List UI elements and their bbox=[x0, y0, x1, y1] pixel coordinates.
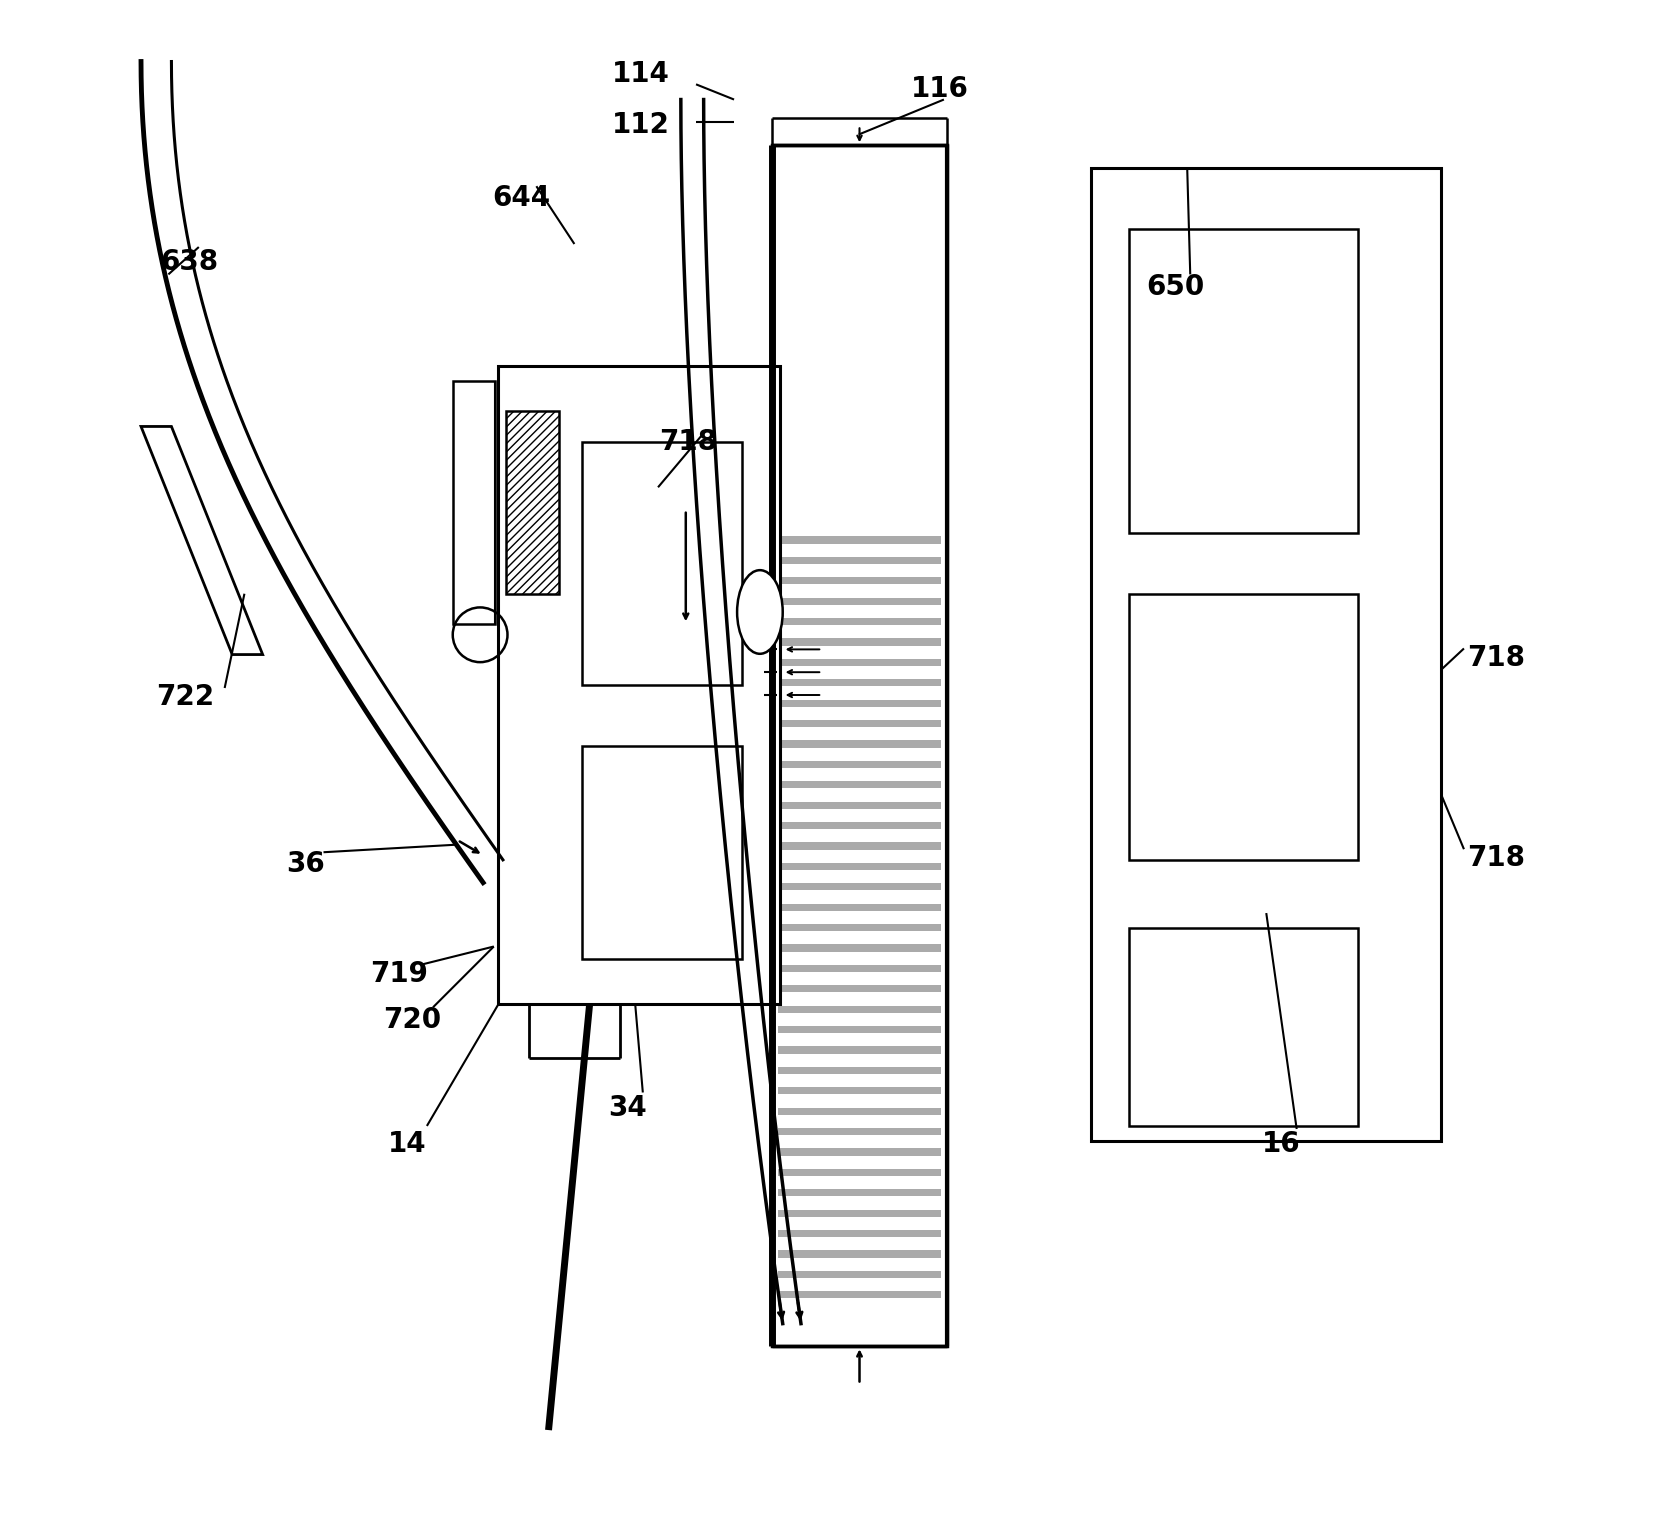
Bar bbox=[778, 536, 941, 543]
Bar bbox=[778, 557, 941, 565]
Bar bbox=[778, 1067, 941, 1075]
Text: 112: 112 bbox=[612, 111, 670, 140]
Bar bbox=[778, 700, 941, 706]
Bar bbox=[778, 883, 941, 890]
Text: 650: 650 bbox=[1146, 272, 1203, 300]
Bar bbox=[778, 842, 941, 849]
Text: 718: 718 bbox=[1467, 644, 1524, 671]
Bar bbox=[778, 1250, 941, 1257]
Bar bbox=[778, 598, 941, 604]
Text: 16: 16 bbox=[1262, 1131, 1300, 1158]
Bar bbox=[771, 145, 946, 1347]
Bar bbox=[778, 577, 941, 584]
Bar bbox=[778, 1087, 941, 1094]
Text: 644: 644 bbox=[492, 184, 549, 213]
Bar bbox=[778, 638, 941, 645]
Ellipse shape bbox=[736, 571, 783, 654]
Bar bbox=[778, 904, 941, 910]
Bar bbox=[778, 1169, 941, 1177]
Bar bbox=[778, 802, 941, 808]
Bar bbox=[778, 1108, 941, 1114]
Bar bbox=[778, 863, 941, 871]
Bar bbox=[581, 441, 741, 685]
Bar bbox=[778, 781, 941, 788]
Bar bbox=[778, 1026, 941, 1033]
Text: 638: 638 bbox=[161, 248, 218, 275]
Bar bbox=[452, 380, 496, 624]
Bar bbox=[1090, 167, 1440, 1142]
Bar bbox=[1129, 928, 1357, 1126]
Bar bbox=[497, 365, 780, 1005]
Bar bbox=[778, 985, 941, 992]
Bar bbox=[778, 761, 941, 769]
Bar bbox=[778, 822, 941, 829]
Text: 718: 718 bbox=[659, 428, 717, 455]
Polygon shape bbox=[141, 426, 262, 654]
Bar bbox=[581, 746, 741, 959]
Bar bbox=[778, 1189, 941, 1196]
Bar bbox=[506, 411, 559, 594]
Bar bbox=[778, 720, 941, 728]
Bar bbox=[778, 1210, 941, 1216]
Bar bbox=[778, 1230, 941, 1237]
Bar bbox=[778, 1046, 941, 1053]
Bar bbox=[778, 944, 941, 951]
Text: 34: 34 bbox=[608, 1094, 647, 1122]
Bar bbox=[778, 1271, 941, 1278]
Bar bbox=[778, 1148, 941, 1155]
Bar bbox=[778, 1006, 941, 1012]
Bar bbox=[778, 740, 941, 747]
Text: 718: 718 bbox=[1467, 845, 1524, 872]
Text: 116: 116 bbox=[911, 75, 968, 103]
Bar bbox=[778, 679, 941, 686]
Bar bbox=[778, 1291, 941, 1298]
Text: 14: 14 bbox=[388, 1131, 427, 1158]
Text: 36: 36 bbox=[286, 851, 324, 878]
Text: 114: 114 bbox=[612, 59, 670, 88]
Bar bbox=[1129, 594, 1357, 860]
Bar bbox=[778, 924, 941, 931]
Text: 722: 722 bbox=[156, 683, 213, 711]
Bar bbox=[778, 618, 941, 626]
Text: 720: 720 bbox=[383, 1006, 440, 1033]
Bar bbox=[778, 1128, 941, 1135]
Bar bbox=[778, 965, 941, 973]
Text: 719: 719 bbox=[370, 960, 428, 988]
Bar bbox=[1129, 228, 1357, 533]
Bar bbox=[778, 659, 941, 667]
